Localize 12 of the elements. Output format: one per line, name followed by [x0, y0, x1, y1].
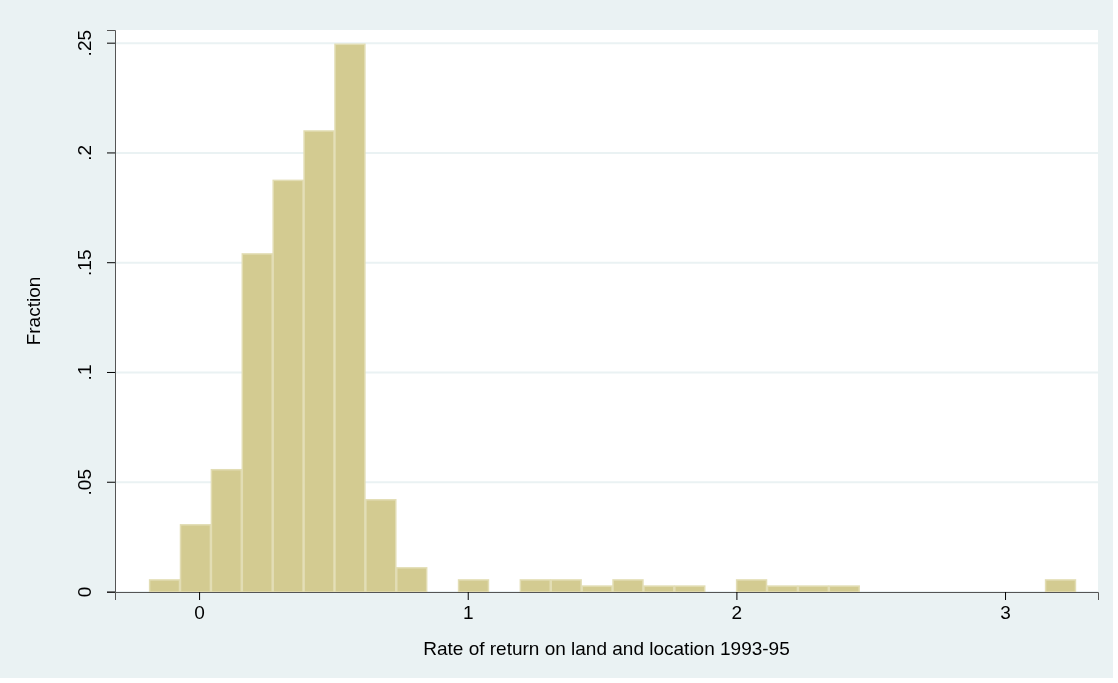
x-tick-label: 3 — [1000, 602, 1011, 624]
y-tick-label: 0 — [74, 586, 95, 598]
x-axis-title: Rate of return on land and location 1993-95 — [423, 638, 790, 659]
x-tick-label: 0 — [194, 602, 205, 624]
x-tick-label: 2 — [731, 602, 743, 624]
y-tick-label: .05 — [74, 469, 95, 496]
y-tick-label: .2 — [74, 145, 95, 161]
x-tick-label: 1 — [462, 602, 474, 624]
y-tick-label: .15 — [74, 249, 95, 276]
y-tick-label: .1 — [74, 364, 95, 381]
y-tick-label: .25 — [74, 29, 95, 57]
y-axis-title: Fraction — [23, 276, 44, 346]
